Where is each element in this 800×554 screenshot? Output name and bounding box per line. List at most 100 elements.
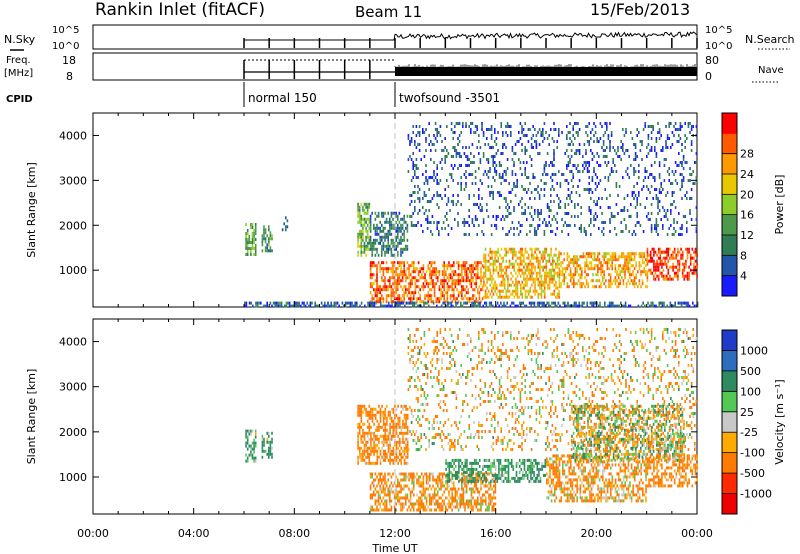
scatter-cell bbox=[647, 152, 650, 155]
scatter-cell bbox=[365, 431, 367, 435]
scatter-cell bbox=[444, 328, 446, 331]
scatter-cell bbox=[494, 224, 496, 227]
scatter-cell bbox=[503, 283, 506, 287]
scatter-cell bbox=[457, 143, 459, 146]
scatter-cell bbox=[546, 346, 549, 349]
scatter-cell bbox=[447, 152, 450, 155]
scatter-cell bbox=[476, 445, 478, 448]
scatter-cell bbox=[268, 452, 270, 456]
scatter-cell bbox=[360, 250, 363, 254]
scatter-cell bbox=[354, 304, 356, 308]
scatter-cell bbox=[655, 140, 658, 143]
scatter-cell bbox=[436, 394, 438, 397]
freq-label-bottom: [MHz] bbox=[4, 68, 33, 79]
scatter-cell bbox=[460, 203, 462, 206]
scatter-cell bbox=[390, 288, 393, 292]
scatter-cell bbox=[583, 188, 586, 191]
scatter-cell bbox=[370, 440, 372, 444]
scatter-cell bbox=[577, 203, 579, 206]
scatter-cell bbox=[255, 304, 257, 308]
scatter-cell bbox=[470, 433, 472, 436]
scatter-cell bbox=[537, 185, 539, 188]
scatter-cell bbox=[510, 250, 512, 254]
scatter-cell bbox=[657, 206, 659, 209]
scatter-cell bbox=[393, 261, 396, 265]
scatter-cell bbox=[616, 285, 618, 289]
scatter-cell bbox=[532, 301, 534, 305]
scatter-cell bbox=[527, 349, 530, 352]
scatter-cell bbox=[530, 301, 532, 305]
scatter-cell bbox=[438, 297, 441, 301]
scatter-cell bbox=[511, 301, 513, 305]
scatter-cell bbox=[494, 262, 496, 266]
scatter-cell bbox=[547, 283, 549, 287]
scatter-cell bbox=[513, 388, 515, 391]
scatter-cell bbox=[408, 276, 410, 280]
scatter-cell bbox=[540, 131, 542, 134]
scatter-cell bbox=[365, 413, 367, 417]
scatter-cell bbox=[409, 264, 412, 268]
scatter-cell bbox=[696, 301, 699, 305]
scatter-cell bbox=[373, 440, 375, 444]
scatter-cell bbox=[616, 273, 618, 277]
scatter-cell bbox=[687, 301, 689, 305]
scatter-cell bbox=[370, 416, 372, 420]
scatter-cell bbox=[566, 258, 569, 262]
scatter-cell bbox=[251, 441, 254, 445]
scatter-cell bbox=[636, 203, 638, 206]
scatter-cell bbox=[392, 410, 395, 414]
scatter-cell bbox=[492, 448, 494, 451]
scatter-cell bbox=[471, 161, 474, 164]
scatter-cell bbox=[588, 164, 590, 167]
scatter-cell bbox=[397, 282, 399, 286]
scatter-cell bbox=[568, 261, 570, 265]
scatter-cell bbox=[688, 265, 690, 269]
scatter-cell bbox=[387, 288, 389, 292]
scatter-cell bbox=[489, 271, 492, 275]
scatter-cell bbox=[634, 224, 637, 227]
scatter-cell bbox=[684, 161, 686, 164]
scatter-cell bbox=[513, 182, 515, 185]
scatter-cell bbox=[590, 264, 593, 268]
scatter-cell bbox=[284, 304, 286, 308]
scatter-cell bbox=[549, 304, 552, 308]
scatter-cell bbox=[497, 271, 500, 275]
scatter-cell bbox=[521, 143, 523, 146]
scatter-cell bbox=[538, 406, 541, 409]
scatter-cell bbox=[671, 194, 674, 197]
scatter-cell bbox=[386, 416, 388, 420]
scatter-cell bbox=[612, 146, 614, 149]
scatter-cell bbox=[692, 182, 694, 185]
scatter-cell bbox=[546, 137, 549, 140]
scatter-cell bbox=[486, 280, 488, 284]
scatter-cell bbox=[384, 437, 387, 441]
scatter-cell bbox=[490, 191, 493, 194]
scatter-cell bbox=[414, 206, 416, 209]
scatter-cell bbox=[661, 274, 663, 278]
scatter-cell bbox=[627, 258, 629, 262]
scatter-cell bbox=[514, 304, 516, 308]
scatter-cell bbox=[457, 294, 460, 298]
scatter-cell bbox=[518, 445, 520, 448]
scatter-cell bbox=[572, 164, 574, 167]
scatter-cell bbox=[246, 253, 249, 256]
scatter-cell bbox=[650, 164, 653, 167]
scatter-cell bbox=[591, 158, 594, 161]
scatter-cell bbox=[436, 191, 438, 194]
scatter-cell bbox=[530, 406, 533, 409]
scatter-cell bbox=[603, 270, 605, 274]
scatter-cell bbox=[360, 416, 363, 420]
scatter-cell bbox=[580, 227, 582, 230]
scatter-cell bbox=[521, 292, 524, 296]
scatter-cell bbox=[662, 188, 664, 191]
scatter-cell bbox=[622, 279, 625, 283]
scatter-cell bbox=[521, 424, 523, 427]
scatter-cell bbox=[425, 418, 427, 421]
scatter-cell bbox=[390, 425, 393, 429]
scatter-cell bbox=[689, 209, 691, 212]
scatter-cell bbox=[271, 431, 273, 435]
scatter-cell bbox=[576, 267, 578, 271]
scatter-cell bbox=[452, 442, 454, 445]
scatter-cell bbox=[413, 261, 415, 265]
scatter-cell bbox=[408, 273, 410, 277]
